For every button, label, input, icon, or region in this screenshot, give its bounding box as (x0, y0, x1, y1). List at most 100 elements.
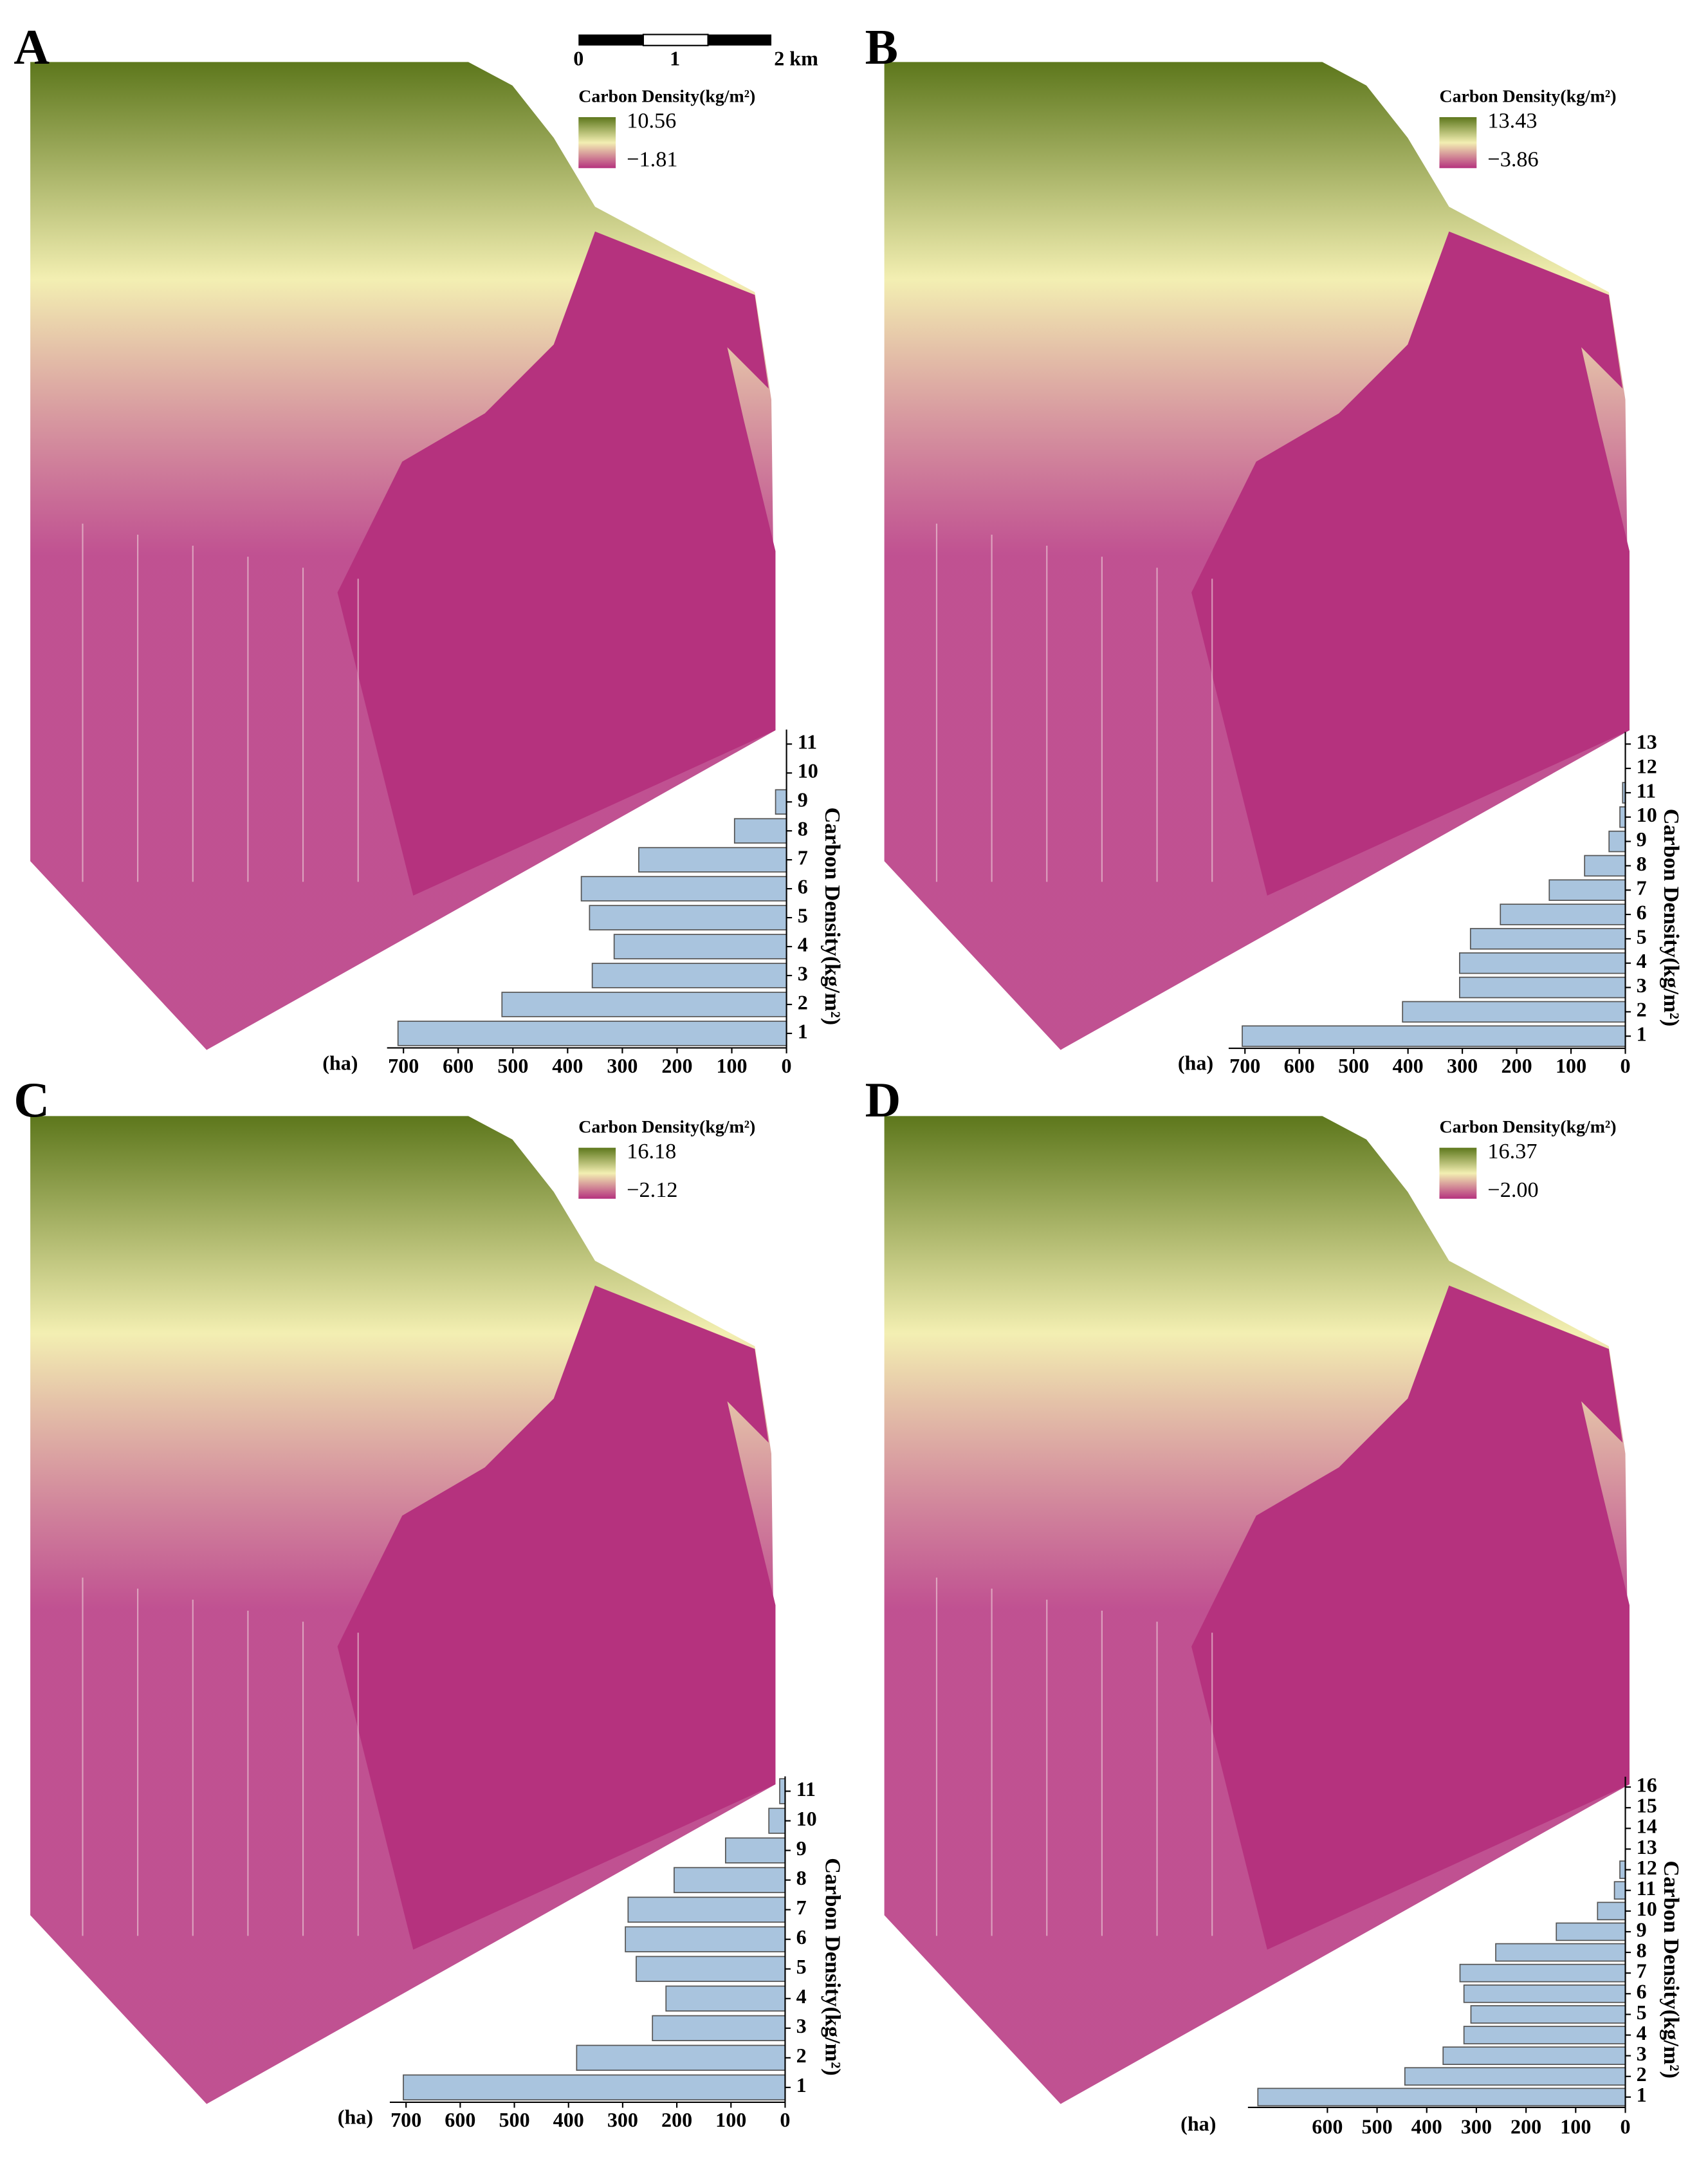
x-tick-label: 300 (1447, 1054, 1478, 1077)
category-label: 2 (1637, 998, 1647, 1021)
bar (1442, 2046, 1626, 2065)
category-label: 6 (798, 875, 808, 898)
x-tick-label: 300 (607, 1054, 638, 1077)
category-label: 10 (1637, 803, 1657, 826)
x-tick-label: 400 (552, 1054, 583, 1077)
colorbar-max: 10.56 (627, 108, 676, 133)
x-tick-label: 100 (1556, 1054, 1586, 1077)
map-water (337, 1285, 776, 1950)
colorbar (578, 1147, 616, 1199)
legend-title: Carbon Density(kg/m²) (1439, 1117, 1616, 1137)
x-tick-label: 500 (499, 2108, 529, 2131)
category-label: 16 (1637, 1773, 1657, 1796)
bar (580, 876, 787, 902)
colorbar-max: 13.43 (1487, 108, 1537, 133)
scale-label: 1 (670, 47, 680, 70)
category-label: 6 (1637, 900, 1647, 923)
category-label: 3 (1637, 974, 1647, 997)
y-axis-label: Carbon Density(kg/m²) (1659, 809, 1684, 1027)
category-label: 5 (1637, 2001, 1647, 2024)
category-label: 9 (798, 788, 808, 811)
category-label: 2 (796, 2044, 807, 2067)
bar (1459, 952, 1626, 974)
x-tick-label: 0 (1621, 2115, 1631, 2138)
category-label: 5 (798, 903, 808, 927)
bar (1597, 1902, 1626, 1921)
x-tick-label: 600 (443, 1054, 473, 1077)
category-label: 11 (796, 1777, 816, 1800)
x-tick-label: 700 (388, 1054, 419, 1077)
colorbar (1439, 1147, 1477, 1199)
x-tick-label: 100 (716, 1054, 747, 1077)
map-water (1191, 231, 1630, 896)
category-label: 10 (1637, 1897, 1657, 1920)
category-label: 3 (1637, 2042, 1647, 2065)
colorbar-min: −2.12 (627, 1178, 677, 1202)
map (884, 1116, 1630, 2104)
category-label: 9 (1637, 828, 1647, 851)
category-label: 10 (796, 1807, 817, 1830)
category-label: 10 (798, 759, 818, 782)
category-label: 4 (1637, 949, 1647, 972)
x-axis-label: (ha) (1180, 2112, 1216, 2135)
map (884, 62, 1630, 1050)
category-label: 2 (798, 990, 808, 1014)
bar (397, 1021, 787, 1046)
x-tick-label: 300 (607, 2108, 638, 2131)
colorbar (1439, 117, 1477, 169)
colorbar-min: −1.81 (627, 147, 677, 171)
bar (665, 1985, 786, 2012)
bar (1619, 806, 1626, 828)
colorbar-max: 16.37 (1487, 1139, 1537, 1163)
bar (652, 2015, 786, 2042)
bar (613, 934, 787, 959)
x-tick-label: 400 (1393, 1054, 1424, 1077)
colorbar-max: 16.18 (627, 1139, 676, 1163)
scale-bar-segment (642, 33, 709, 46)
x-tick-label: 500 (1338, 1054, 1369, 1077)
x-tick-label: 400 (1411, 2115, 1442, 2138)
bar (625, 1926, 786, 1952)
x-tick-label: 300 (1461, 2115, 1492, 2138)
bar (775, 789, 787, 815)
legend-title: Carbon Density(kg/m²) (1439, 86, 1616, 106)
category-label: 11 (1637, 779, 1656, 802)
bar (1500, 903, 1626, 925)
category-label: 7 (1637, 1959, 1647, 1983)
panel-label: C (14, 1072, 50, 1127)
category-label: 5 (796, 1955, 807, 1978)
category-label: 6 (796, 1925, 807, 1948)
x-tick-label: 400 (553, 2108, 584, 2131)
x-axis-label: (ha) (338, 2106, 373, 2129)
map (30, 62, 776, 1050)
category-label: 4 (796, 1985, 807, 2008)
map (30, 1116, 776, 2104)
x-tick-label: 200 (1501, 1054, 1532, 1077)
bar (1402, 1001, 1626, 1023)
x-tick-label: 600 (1284, 1054, 1315, 1077)
category-label: 7 (1637, 876, 1647, 900)
scale-bar-segment (578, 34, 643, 46)
category-label: 15 (1637, 1794, 1657, 1817)
scale-bar-segment (708, 34, 772, 46)
category-label: 8 (1637, 1938, 1647, 1961)
category-label: 8 (798, 817, 808, 840)
bar (1548, 879, 1626, 901)
bar (1463, 2026, 1626, 2044)
bar (403, 2074, 786, 2101)
map-water (337, 231, 776, 896)
map-water (1191, 1285, 1630, 1950)
x-tick-label: 100 (715, 2108, 746, 2131)
x-tick-label: 200 (1511, 2115, 1541, 2138)
y-axis-label: Carbon Density(kg/m²) (820, 808, 845, 1026)
bar (1404, 2067, 1626, 2086)
category-label: 14 (1637, 1815, 1657, 1838)
legend-title: Carbon Density(kg/m²) (578, 1117, 755, 1137)
bar (1469, 928, 1626, 950)
colorbar-min: −2.00 (1487, 1178, 1538, 1202)
category-label: 6 (1637, 1980, 1647, 2003)
colorbar (578, 117, 616, 169)
category-label: 9 (1637, 1918, 1647, 1941)
panel-label: A (14, 19, 50, 75)
bar (779, 1778, 786, 1804)
